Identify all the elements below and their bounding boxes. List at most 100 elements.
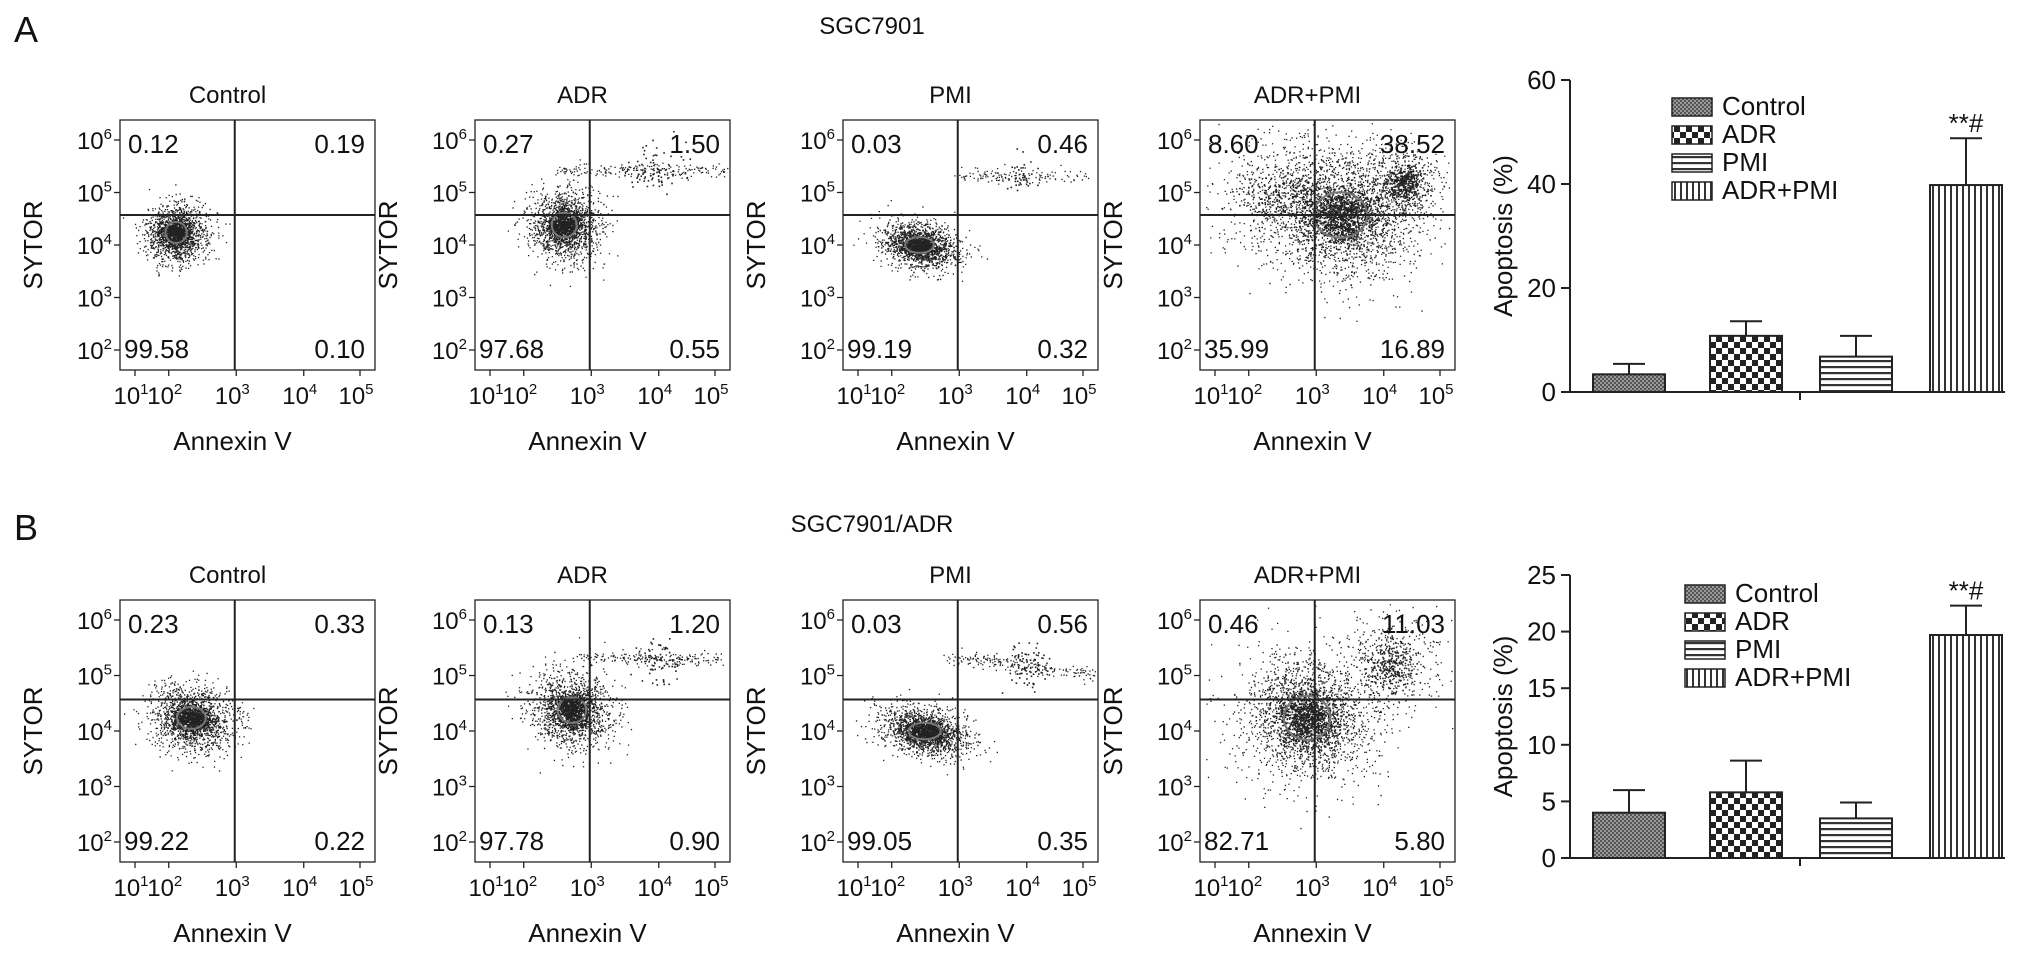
y-tick-label: 105 bbox=[800, 662, 835, 691]
legend-swatch bbox=[1671, 97, 1713, 117]
scatter-points bbox=[122, 184, 231, 277]
flow-plot-B-4: ADR+PMI 0.46 11.03 82.71 5.80 102 103 104 105 106… bbox=[1098, 562, 1456, 948]
y-tick-label: 102 bbox=[800, 336, 835, 365]
x-tick-label: 102 bbox=[1227, 381, 1262, 410]
x-tick-label: 104 bbox=[1362, 381, 1397, 410]
quadrant-upper-left: 8.60 bbox=[1208, 129, 1259, 159]
quadrant-lower-right: 0.90 bbox=[669, 826, 720, 856]
quadrant-upper-left: 0.46 bbox=[1208, 609, 1259, 639]
scatter-point-cloud bbox=[505, 637, 724, 774]
y-tick-label: 105 bbox=[432, 662, 467, 691]
y-axis-label: SYTOR bbox=[1098, 686, 1128, 775]
x-tick-label: 102 bbox=[147, 381, 182, 410]
scatter-points bbox=[855, 642, 1096, 776]
y-tick-label: 104 bbox=[800, 717, 835, 746]
density-contour bbox=[550, 211, 578, 239]
x-tick-label: 102 bbox=[147, 873, 182, 902]
legend-swatch bbox=[1671, 153, 1713, 173]
x-tick-label: 105 bbox=[1418, 381, 1453, 410]
bar-pmi bbox=[1819, 355, 1893, 394]
quadrant-upper-right: 0.33 bbox=[314, 609, 365, 639]
quadrant-lower-right: 0.22 bbox=[314, 826, 365, 856]
x-axis-label: Annexin V bbox=[1253, 426, 1372, 456]
y-axis-label: SYTOR bbox=[373, 686, 403, 775]
y-tick-label: 102 bbox=[77, 828, 112, 857]
quadrant-lower-right: 0.55 bbox=[669, 334, 720, 364]
scatter-point-cloud bbox=[1206, 123, 1451, 322]
bar-chart-A: 0 20 40 60 Apoptosis (%) **# ControlADRPMIADR+… bbox=[1488, 65, 2005, 407]
x-tick-label: 104 bbox=[1005, 873, 1040, 902]
x-tick-label: 101 bbox=[468, 381, 503, 410]
legend-label: PMI bbox=[1722, 147, 1768, 177]
x-tick-label: 101 bbox=[1193, 381, 1228, 410]
y-tick-label: 102 bbox=[1157, 336, 1192, 365]
scatter-point-cloud bbox=[507, 130, 729, 287]
y-tick-label: 104 bbox=[77, 231, 112, 260]
bar-adr bbox=[1709, 334, 1783, 393]
flow-plot-A-1: Control 0.12 0.19 99.58 0.10 102 103 104 105 106 1… bbox=[18, 82, 376, 456]
quadrant-upper-right: 0.46 bbox=[1037, 129, 1088, 159]
legend-swatch bbox=[1684, 612, 1726, 632]
legend-label: ADR bbox=[1735, 606, 1790, 636]
quadrant-lower-left: 99.19 bbox=[847, 334, 912, 364]
y-tick-label: 102 bbox=[1157, 828, 1192, 857]
x-tick-label: 102 bbox=[870, 381, 905, 410]
quadrant-lower-left: 82.71 bbox=[1204, 826, 1269, 856]
x-tick-label: 105 bbox=[338, 381, 373, 410]
significance-label: **# bbox=[1949, 576, 1984, 606]
scatter-points bbox=[507, 130, 729, 287]
flow-plot-title: PMI bbox=[929, 562, 972, 589]
quadrant-upper-left: 0.03 bbox=[851, 129, 902, 159]
legend-swatch bbox=[1684, 668, 1726, 688]
y-tick-label: 104 bbox=[1157, 717, 1192, 746]
x-tick-label: 103 bbox=[215, 381, 250, 410]
x-tick-label: 101 bbox=[468, 873, 503, 902]
y-tick-label: 106 bbox=[800, 126, 835, 155]
x-tick-label: 102 bbox=[502, 381, 537, 410]
quadrant-upper-right: 11.03 bbox=[1382, 609, 1445, 639]
x-tick-label: 104 bbox=[282, 873, 317, 902]
x-axis-label: Annexin V bbox=[896, 918, 1015, 948]
y-tick-label: 102 bbox=[800, 828, 835, 857]
y-tick-label: 106 bbox=[77, 606, 112, 635]
quadrant-upper-right: 38.52 bbox=[1380, 129, 1445, 159]
y-tick-label: 102 bbox=[432, 828, 467, 857]
y-tick-label: 103 bbox=[1157, 773, 1192, 802]
y-tick-label: 104 bbox=[1157, 231, 1192, 260]
quadrant-lower-right: 16.89 bbox=[1380, 334, 1445, 364]
bar-y-tick-label: 0 bbox=[1542, 843, 1556, 873]
flow-plot-title: Control bbox=[189, 562, 266, 589]
panel-title-A: SGC7901 bbox=[819, 13, 924, 40]
legend-label: ADR bbox=[1722, 119, 1777, 149]
quadrant-lower-left: 99.58 bbox=[124, 334, 189, 364]
quadrant-upper-left: 0.13 bbox=[483, 609, 534, 639]
bar-y-axis-label: Apoptosis (%) bbox=[1488, 155, 1518, 317]
quadrant-lower-left: 97.78 bbox=[479, 826, 544, 856]
x-tick-label: 101 bbox=[113, 873, 148, 902]
x-tick-label: 105 bbox=[1061, 381, 1096, 410]
y-axis-label: SYTOR bbox=[741, 200, 771, 289]
y-tick-label: 104 bbox=[800, 231, 835, 260]
legend-label: ADR+PMI bbox=[1722, 175, 1838, 205]
flow-plot-title: ADR+PMI bbox=[1254, 82, 1361, 109]
legend-swatch bbox=[1671, 125, 1713, 145]
y-tick-label: 102 bbox=[77, 336, 112, 365]
x-tick-label: 101 bbox=[836, 381, 871, 410]
significance-label: **# bbox=[1949, 108, 1984, 138]
y-axis-label: SYTOR bbox=[18, 200, 48, 289]
panel-title-B: SGC7901/ADR bbox=[791, 511, 954, 538]
bar-y-tick-label: 10 bbox=[1527, 730, 1556, 760]
bar-y-tick-label: 15 bbox=[1527, 673, 1556, 703]
x-tick-label: 103 bbox=[570, 381, 605, 410]
x-tick-label: 103 bbox=[1295, 381, 1330, 410]
bar-y-tick-label: 40 bbox=[1527, 169, 1556, 199]
quadrant-upper-right: 0.56 bbox=[1037, 609, 1088, 639]
y-tick-label: 103 bbox=[1157, 284, 1192, 313]
y-tick-label: 103 bbox=[77, 284, 112, 313]
bar-pmi bbox=[1819, 817, 1893, 860]
flow-plot-title: ADR bbox=[557, 562, 608, 589]
